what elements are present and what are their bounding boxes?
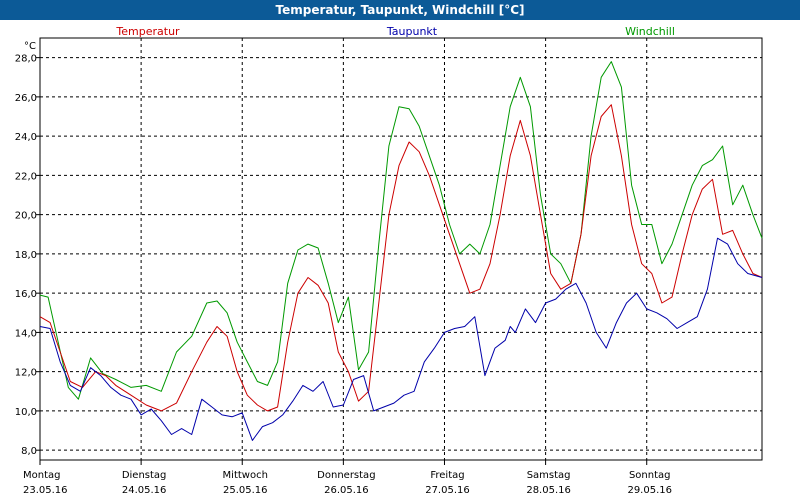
x-tick-label-date: 29.05.16 bbox=[627, 485, 672, 496]
x-tick-label-day: Donnerstag bbox=[317, 470, 375, 481]
y-tick-label: 12,0 bbox=[15, 368, 37, 379]
series-layer bbox=[39, 61, 763, 441]
line-chart: °C 8,0 10,0 12,0 14,0 16,0 18,0 20,0 22,0 24,0 26… bbox=[15, 25, 763, 496]
chart-title: Temperatur, Taupunkt, Windchill [°C] bbox=[0, 0, 800, 21]
x-tick-label-date: 23.05.16 bbox=[23, 485, 68, 496]
legend: Temperatur Taupunkt Windchill bbox=[115, 25, 675, 38]
plot-area bbox=[39, 37, 763, 461]
legend-item-taupunkt: Taupunkt bbox=[386, 25, 438, 38]
y-tick-label: 18,0 bbox=[15, 250, 37, 261]
series-line-temperatur bbox=[39, 104, 763, 412]
x-tick-label-date: 27.05.16 bbox=[425, 485, 470, 496]
legend-item-temperatur: Temperatur bbox=[115, 25, 180, 38]
y-tick-label: 24,0 bbox=[15, 132, 37, 143]
x-tick-label-day: Dienstag bbox=[122, 470, 167, 481]
x-tick-label-day: Sonntag bbox=[629, 470, 671, 481]
axis-layer: 8,0 10,0 12,0 14,0 16,0 18,0 20,0 22,0 24,0 26,0 2… bbox=[15, 54, 672, 496]
y-tick-label: 28,0 bbox=[15, 54, 37, 65]
y-tick-label: 10,0 bbox=[15, 407, 37, 418]
series-line-windchill bbox=[39, 61, 763, 400]
y-axis-unit-label: °C bbox=[24, 41, 36, 52]
x-tick-label-date: 26.05.16 bbox=[324, 485, 369, 496]
x-tick-label-day: Mittwoch bbox=[223, 470, 268, 481]
y-tick-label: 20,0 bbox=[15, 211, 37, 222]
legend-item-windchill: Windchill bbox=[625, 25, 675, 38]
x-tick-label-date: 25.05.16 bbox=[223, 485, 268, 496]
y-tick-label: 26,0 bbox=[15, 93, 37, 104]
x-tick-label-day: Samstag bbox=[527, 470, 571, 481]
x-tick-label-date: 28.05.16 bbox=[526, 485, 571, 496]
series-line-taupunkt bbox=[39, 237, 763, 441]
y-tick-label: 22,0 bbox=[15, 171, 37, 182]
x-tick-label-day: Freitag bbox=[430, 470, 464, 481]
grid-layer bbox=[40, 38, 762, 460]
chart-area: °C 8,0 10,0 12,0 14,0 16,0 18,0 20,0 22,0 24,0 26… bbox=[0, 20, 800, 500]
y-tick-label: 14,0 bbox=[15, 328, 37, 339]
y-tick-label: 8,0 bbox=[21, 446, 37, 457]
x-tick-label-date: 24.05.16 bbox=[122, 485, 167, 496]
y-tick-label: 16,0 bbox=[15, 289, 37, 300]
x-tick-label-day: Montag bbox=[23, 470, 60, 481]
